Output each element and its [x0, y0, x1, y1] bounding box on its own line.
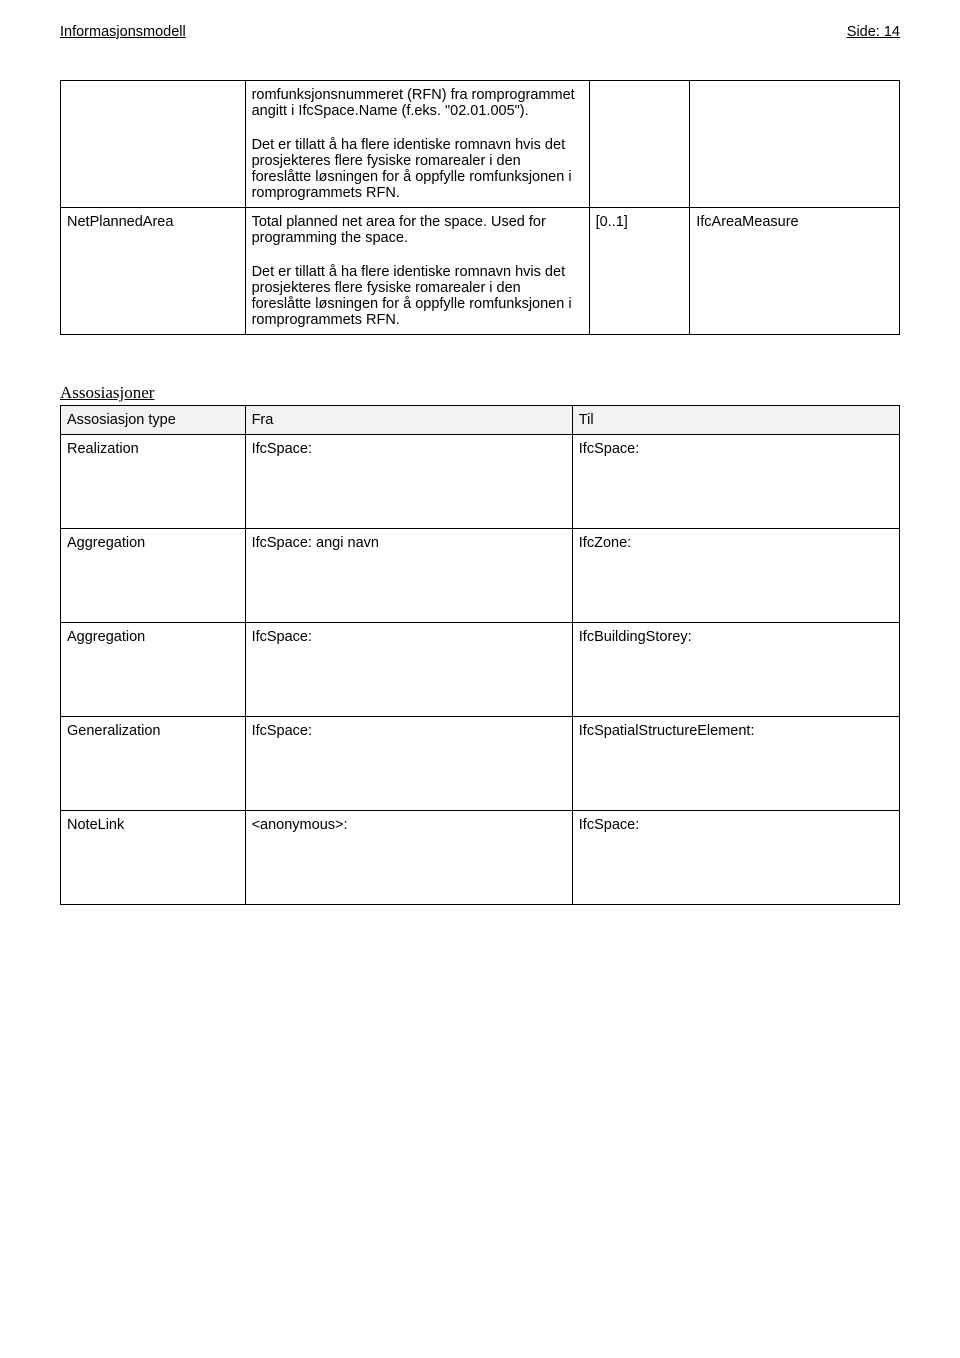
prop-card: [0..1] [589, 208, 690, 335]
prop-card [589, 81, 690, 208]
prop-desc: romfunksjonsnummeret (RFN) fra romprogra… [245, 81, 589, 208]
paragraph: Total planned net area for the space. Us… [252, 214, 583, 246]
section-title: Assosiasjoner [60, 383, 900, 403]
prop-name [61, 81, 246, 208]
prop-type [690, 81, 900, 208]
header-left: Informasjonsmodell [60, 24, 186, 40]
assoc-type: Realization [61, 435, 246, 529]
col-header: Til [572, 406, 899, 435]
paragraph: romfunksjonsnummeret (RFN) fra romprogra… [252, 87, 583, 119]
paragraph: Det er tillatt å ha flere identiske romn… [252, 137, 583, 201]
assoc-to: IfcBuildingStorey: [572, 623, 899, 717]
paragraph: Det er tillatt å ha flere identiske romn… [252, 264, 583, 328]
assoc-from: IfcSpace: [245, 717, 572, 811]
assoc-from: <anonymous>: [245, 811, 572, 905]
associations-table: Assosiasjon type Fra Til Realization Ifc… [60, 405, 900, 905]
assoc-to: IfcSpace: [572, 811, 899, 905]
prop-desc: Total planned net area for the space. Us… [245, 208, 589, 335]
page-header: Informasjonsmodell Side: 14 [60, 24, 900, 40]
assoc-type: Aggregation [61, 529, 246, 623]
assoc-to: IfcSpatialStructureElement: [572, 717, 899, 811]
assoc-type: Generalization [61, 717, 246, 811]
assoc-to: IfcSpace: [572, 435, 899, 529]
table-row: romfunksjonsnummeret (RFN) fra romprogra… [61, 81, 900, 208]
assoc-to: IfcZone: [572, 529, 899, 623]
properties-table: romfunksjonsnummeret (RFN) fra romprogra… [60, 80, 900, 335]
prop-name: NetPlannedArea [61, 208, 246, 335]
table-row: NetPlannedArea Total planned net area fo… [61, 208, 900, 335]
table-row: Aggregation IfcSpace: angi navn IfcZone: [61, 529, 900, 623]
table-row: NoteLink <anonymous>: IfcSpace: [61, 811, 900, 905]
header-right: Side: 14 [847, 24, 900, 40]
col-header: Fra [245, 406, 572, 435]
table-header-row: Assosiasjon type Fra Til [61, 406, 900, 435]
assoc-from: IfcSpace: [245, 623, 572, 717]
assoc-type: NoteLink [61, 811, 246, 905]
table-row: Realization IfcSpace: IfcSpace: [61, 435, 900, 529]
assoc-from: IfcSpace: [245, 435, 572, 529]
assoc-type: Aggregation [61, 623, 246, 717]
prop-type: IfcAreaMeasure [690, 208, 900, 335]
table-row: Aggregation IfcSpace: IfcBuildingStorey: [61, 623, 900, 717]
col-header: Assosiasjon type [61, 406, 246, 435]
table-row: Generalization IfcSpace: IfcSpatialStruc… [61, 717, 900, 811]
assoc-from: IfcSpace: angi navn [245, 529, 572, 623]
